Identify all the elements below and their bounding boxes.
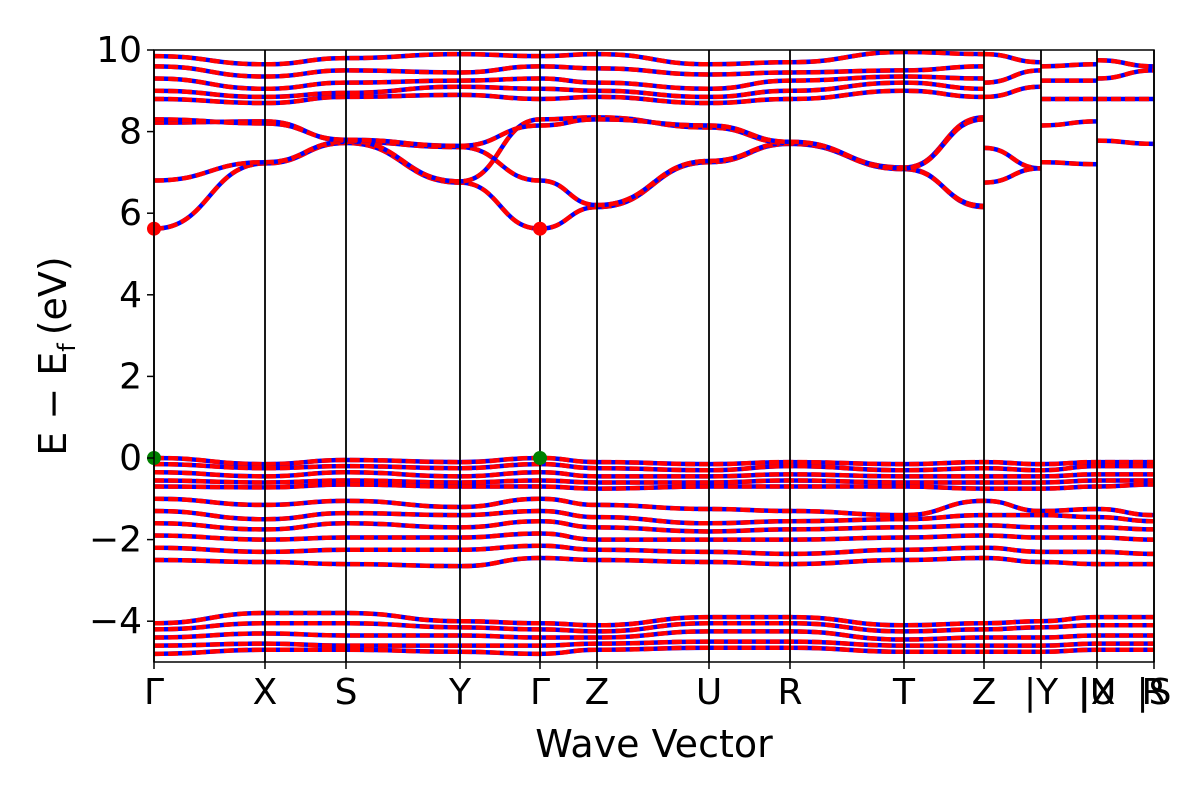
band-spin-up-31: [154, 531, 1154, 542]
band-spin-down-28: [154, 496, 1154, 518]
band-spin-down-0: [154, 140, 985, 231]
band-spin-down-34: [154, 610, 1154, 628]
band-spin-down-29: [154, 508, 1154, 526]
x-tick-label-4: Γ: [530, 672, 550, 713]
plot-frame: [153, 49, 1155, 663]
band-spin-down-23: [154, 455, 1154, 467]
band-spin-up-23: [154, 455, 1154, 467]
band-spin-up-29: [154, 508, 1154, 526]
band-spin-down-32: [154, 543, 1154, 557]
x-tick-label-10: |Y: [1024, 672, 1059, 713]
y-axis-label-main: E − E: [31, 352, 75, 456]
band-spin-down-8: [154, 50, 985, 67]
bands-layer: [154, 50, 1154, 657]
band-spin-down-24: [154, 461, 1154, 473]
x-tick-label-3: Y: [448, 672, 472, 713]
x-tick-label-8: T: [892, 672, 916, 713]
band-spin-down-21: [1096, 68, 1154, 81]
band-spin-up-28: [154, 496, 1154, 518]
x-tick-label-6: U: [696, 672, 722, 713]
band-spin-down-5: [154, 80, 985, 100]
band-spin-up-36: [154, 629, 1154, 642]
band-spin-down-9: [983, 145, 1042, 171]
band-spin-down-6: [154, 74, 985, 92]
y-tick-label-0: −4: [89, 601, 142, 642]
band-spin-down-11: [983, 84, 1042, 100]
band-spin-down-27: [154, 482, 1154, 491]
band-spin-up-38: [154, 645, 1154, 657]
band-spin-down-15: [1040, 159, 1098, 167]
y-tick-label-3: 2: [119, 356, 142, 397]
band-spin-down-19: [1096, 138, 1154, 147]
x-tick-label-7: R: [777, 672, 802, 713]
y-tick-label-6: 8: [119, 112, 142, 153]
x-tick-label-12: |U: [1078, 672, 1116, 713]
band-spin-down-14: [1040, 119, 1098, 128]
y-tick-label-7: 10: [96, 30, 142, 71]
x-tick-label-14: R: [1141, 672, 1166, 713]
extrema-markers: [147, 221, 547, 465]
band-spin-down-22: [1096, 57, 1154, 69]
x-tick-label-9: Z: [972, 672, 997, 713]
band-spin-down-4: [154, 88, 985, 106]
y-tick-label-4: 4: [119, 275, 142, 316]
x-tick-label-1: X: [253, 672, 278, 713]
y-tick-label-2: 0: [119, 438, 142, 479]
y-tick-label-5: 6: [119, 193, 142, 234]
band-spin-down-3: [154, 117, 985, 171]
vbm-marker-1: [533, 451, 547, 465]
x-tick-label-0: Γ: [144, 672, 164, 713]
cbm-marker-1: [533, 221, 547, 236]
band-spin-down-33: [154, 555, 1154, 569]
y-axis-label-sub: f: [53, 343, 81, 352]
band-spin-down-38: [154, 645, 1154, 657]
band-spin-down-35: [154, 620, 1154, 634]
band-spin-up-32: [154, 543, 1154, 557]
band-spin-down-10: [983, 166, 1042, 185]
band-spin-down-36: [154, 629, 1154, 642]
band-spin-down-31: [154, 531, 1154, 542]
y-axis-label: E − Ef (eV): [31, 256, 81, 456]
x-tick-label-2: S: [335, 672, 358, 713]
x-axis-label: Wave Vector: [535, 722, 773, 766]
band-spin-down-26: [154, 478, 1154, 485]
y-axis-label-unit: (eV): [31, 256, 75, 335]
band-spin-up-30: [154, 518, 1154, 534]
band-spin-down-25: [154, 470, 1154, 479]
band-spin-down-12: [983, 68, 1042, 85]
x-tick-label-13: |S: [1137, 672, 1172, 713]
band-spin-down-7: [154, 64, 985, 79]
band-spin-down-13: [983, 51, 1042, 65]
band-spin-down-18: [1040, 62, 1098, 69]
band-spin-down-37: [154, 639, 1154, 648]
kpoint-lines: [153, 50, 1155, 662]
band-spin-down-30: [154, 518, 1154, 534]
x-ticks: Γ X S Y Γ Z U R T Z |Y |X|U |SR: [144, 662, 1172, 713]
x-tick-label-11: |X: [1079, 672, 1116, 713]
y-ticks: −4 −2 0 2 4 6 8 10: [89, 30, 154, 642]
band-spin-up-25: [154, 470, 1154, 479]
y-tick-label-1: −2: [89, 520, 142, 561]
x-tick-label-5: Z: [585, 672, 610, 713]
